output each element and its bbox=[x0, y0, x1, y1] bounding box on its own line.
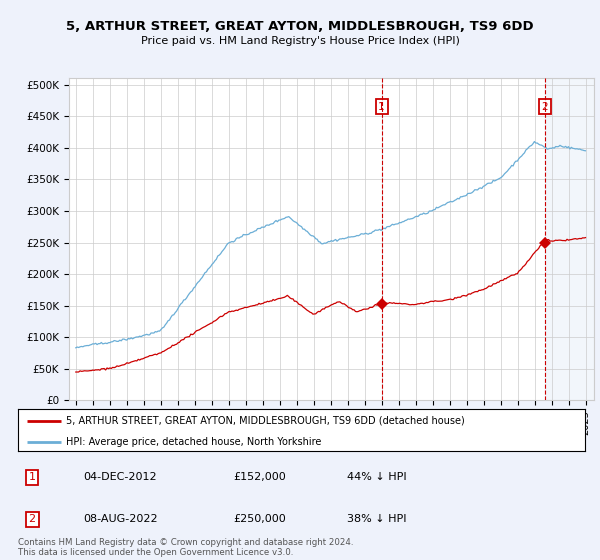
Text: HPI: Average price, detached house, North Yorkshire: HPI: Average price, detached house, Nort… bbox=[66, 437, 322, 446]
Text: 38% ↓ HPI: 38% ↓ HPI bbox=[347, 515, 406, 524]
Text: £250,000: £250,000 bbox=[233, 515, 286, 524]
Text: 2: 2 bbox=[541, 102, 548, 112]
Bar bbox=[545, 78, 594, 400]
Text: 2: 2 bbox=[29, 515, 36, 524]
Text: 1: 1 bbox=[29, 473, 35, 482]
Text: 04-DEC-2012: 04-DEC-2012 bbox=[83, 473, 157, 482]
Text: £152,000: £152,000 bbox=[233, 473, 286, 482]
Text: Price paid vs. HM Land Registry's House Price Index (HPI): Price paid vs. HM Land Registry's House … bbox=[140, 36, 460, 46]
Text: 1: 1 bbox=[379, 102, 385, 112]
Text: 5, ARTHUR STREET, GREAT AYTON, MIDDLESBROUGH, TS9 6DD (detached house): 5, ARTHUR STREET, GREAT AYTON, MIDDLESBR… bbox=[66, 416, 465, 426]
Text: 44% ↓ HPI: 44% ↓ HPI bbox=[347, 473, 406, 482]
Text: 08-AUG-2022: 08-AUG-2022 bbox=[83, 515, 158, 524]
Text: 5, ARTHUR STREET, GREAT AYTON, MIDDLESBROUGH, TS9 6DD: 5, ARTHUR STREET, GREAT AYTON, MIDDLESBR… bbox=[66, 20, 534, 32]
Text: Contains HM Land Registry data © Crown copyright and database right 2024.
This d: Contains HM Land Registry data © Crown c… bbox=[18, 538, 353, 557]
